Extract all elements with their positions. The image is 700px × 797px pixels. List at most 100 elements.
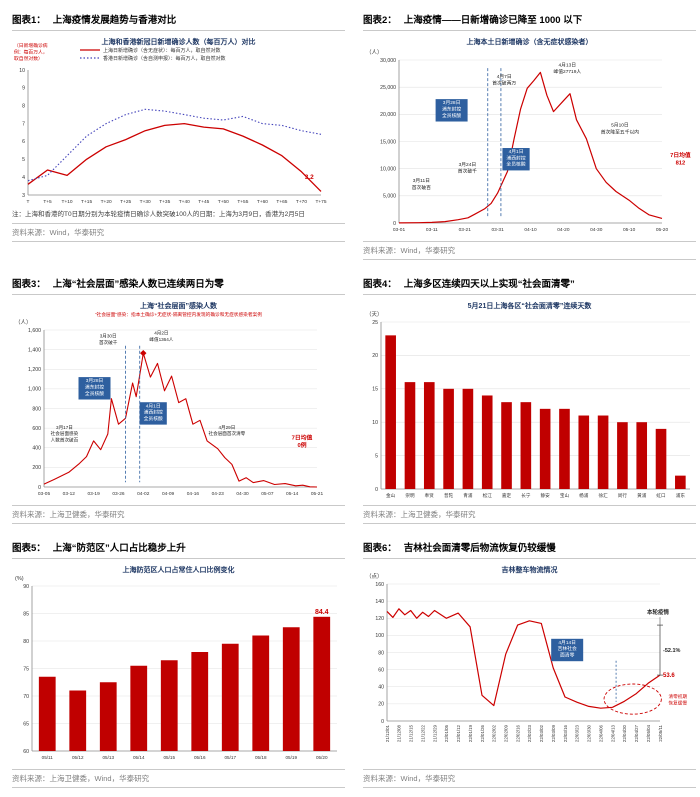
svg-text:75: 75 <box>23 666 29 672</box>
svg-text:T+25: T+25 <box>120 199 131 205</box>
svg-text:4月2日: 4月2日 <box>154 331 168 337</box>
svg-text:全员核酸: 全员核酸 <box>442 112 461 119</box>
figure6-label: 图表6： <box>363 543 397 554</box>
svg-text:812: 812 <box>676 161 686 167</box>
svg-text:3月11日: 3月11日 <box>413 178 430 184</box>
svg-text:03-11: 03-11 <box>426 227 438 233</box>
svg-text:03-12: 03-12 <box>63 491 76 497</box>
svg-text:例：每百万人，: 例：每百万人， <box>14 48 48 55</box>
svg-text:05-10: 05-10 <box>623 227 636 233</box>
svg-text:10: 10 <box>372 420 378 426</box>
svg-text:0: 0 <box>381 719 384 725</box>
figure3-chart-area: 上海“社会层面”感染人数 “社会层面”感染：指本土确诊+无症状-隔离管控内发现的确… <box>12 295 345 503</box>
figure3-label: 图表3： <box>12 279 46 290</box>
svg-text:800: 800 <box>32 406 41 412</box>
svg-text:宝山: 宝山 <box>560 492 570 499</box>
figure1-header: 图表1： 上海疫情发展趋势与香港对比 <box>12 10 345 31</box>
svg-text:杨浦: 杨浦 <box>579 492 589 499</box>
figure2-header: 图表2： 上海疫情——日新增确诊已降至 1000 以下 <box>363 10 696 31</box>
svg-text:上海“社会层面”感染人数: 上海“社会层面”感染人数 <box>140 301 218 310</box>
svg-text:30,000: 30,000 <box>380 58 396 64</box>
figure-panel-6: 图表6： 吉林社会面清零后物流恢复仍较缓慢 吉林整车物流情况 （点） 0 20 40 60… <box>363 538 696 788</box>
svg-text:嘉定: 嘉定 <box>502 492 512 499</box>
svg-text:40: 40 <box>378 685 384 691</box>
svg-text:05/12: 05/12 <box>72 755 84 760</box>
svg-text:4月14日: 4月14日 <box>558 640 576 646</box>
bar-chart-districts-zero-days: 5月21日上海各区“社会面清零”连续天数 （天） 0 5 10 15 20 25 金山 崇明 奉贤 普… <box>366 301 690 499</box>
svg-text:金山: 金山 <box>386 492 396 499</box>
svg-text:3.2: 3.2 <box>305 174 314 181</box>
svg-text:21/12/01: 21/12/01 <box>385 724 390 742</box>
svg-text:奉贤: 奉贤 <box>425 492 435 499</box>
svg-text:60: 60 <box>23 749 29 755</box>
svg-text:05-07: 05-07 <box>261 491 274 497</box>
svg-text:21/12/15: 21/12/15 <box>409 724 414 742</box>
svg-text:21/12/22: 21/12/22 <box>420 724 425 742</box>
figure5-source: 资料来源：上海卫健委，Wind，华泰研究 <box>12 769 345 788</box>
svg-text:恢复缓慢: 恢复缓慢 <box>669 700 688 707</box>
svg-text:吉林社会: 吉林社会 <box>558 645 577 652</box>
line-chart-shanghai-daily-cases: 上海本土日新增确诊（含无症状感染者） （人） 0 5,000 10,000 15,000 2… <box>366 37 691 233</box>
svg-text:25,000: 25,000 <box>380 85 396 91</box>
line-chart-shanghai-vs-hongkong: 上海和香港新冠日新增确诊人数（每百万人）对比 3 4 5 6 7 8 9 10 T T+5 T+10 T… <box>14 37 327 205</box>
svg-text:首次破两万: 首次破两万 <box>492 79 516 86</box>
svg-text:人数首次破百: 人数首次破百 <box>51 437 79 444</box>
figure1-chart-area: 上海和香港新冠日新增确诊人数（每百万人）对比 3 4 5 6 7 8 9 10 T T+5 T+10 T… <box>12 31 345 209</box>
svg-text:首次破千: 首次破千 <box>99 339 118 346</box>
svg-text:6: 6 <box>22 139 25 145</box>
svg-text:T+20: T+20 <box>101 199 112 205</box>
svg-text:浦东封控: 浦东封控 <box>85 384 104 391</box>
figure-panel-1: 图表1： 上海疫情发展趋势与香港对比 上海和香港新冠日新增确诊人数（每百万人）对… <box>12 10 345 260</box>
svg-text:香港日新增确诊（含自测申报）：每百万人，取自然对数: 香港日新增确诊（含自测申报）：每百万人，取自然对数 <box>103 55 226 62</box>
figure4-label: 图表4： <box>363 279 397 290</box>
svg-text:5: 5 <box>22 157 25 163</box>
svg-text:04-09: 04-09 <box>162 491 175 497</box>
svg-text:04-02: 04-02 <box>137 491 150 497</box>
svg-text:140: 140 <box>375 599 384 605</box>
svg-text:（人）: （人） <box>15 319 32 326</box>
svg-text:05/17: 05/17 <box>225 755 237 760</box>
svg-text:05/16: 05/16 <box>194 755 206 760</box>
svg-text:600: 600 <box>32 426 41 432</box>
figures-grid: 图表1： 上海疫情发展趋势与香港对比 上海和香港新冠日新增确诊人数（每百万人）对… <box>12 10 696 788</box>
svg-text:7日均值: 7日均值 <box>292 433 313 441</box>
svg-text:22/03/09: 22/03/09 <box>551 724 556 742</box>
svg-text:上海日新增确诊（含无症状）：每百万人，取自然对数: 上海日新增确诊（含无症状）：每百万人，取自然对数 <box>103 47 221 54</box>
svg-text:5月10日: 5月10日 <box>611 123 629 129</box>
svg-text:04-23: 04-23 <box>212 491 225 497</box>
line-chart-jilin-logistics: 吉林整车物流情况 （点） 0 20 40 60 80 100 120 140 160 21/12/01… <box>366 565 688 742</box>
svg-text:面清零: 面清零 <box>560 652 575 659</box>
svg-text:长宁: 长宁 <box>521 492 531 499</box>
svg-text:上海本土日新增确诊（含无症状感染者）: 上海本土日新增确诊（含无症状感染者） <box>467 37 593 46</box>
svg-text:22/01/12: 22/01/12 <box>456 724 461 742</box>
figure3-title: 上海“社会层面”感染人数已连续两日为零 <box>52 279 224 290</box>
svg-text:400: 400 <box>32 446 41 452</box>
figure2-title: 上海疫情——日新增确诊已降至 1000 以下 <box>403 15 583 26</box>
svg-text:(%): (%) <box>15 576 24 582</box>
figure1-source: 资料来源：Wind，华泰研究 <box>12 223 345 243</box>
svg-text:T+40: T+40 <box>179 199 190 205</box>
svg-text:浦西封控: 浦西封控 <box>144 409 163 416</box>
svg-text:5,000: 5,000 <box>383 194 396 200</box>
figure1-label: 图表1： <box>12 15 46 26</box>
svg-text:04-30: 04-30 <box>236 491 249 497</box>
svg-text:（日新增确诊病: （日新增确诊病 <box>14 42 48 49</box>
svg-text:21/12/29: 21/12/29 <box>432 724 437 742</box>
svg-text:120: 120 <box>375 616 384 622</box>
svg-text:90: 90 <box>23 584 29 590</box>
svg-text:全员核酸: 全员核酸 <box>144 415 163 422</box>
figure5-label: 图表5： <box>12 543 46 554</box>
svg-text:T+50: T+50 <box>218 199 229 205</box>
svg-text:全员核酸: 全员核酸 <box>506 161 525 168</box>
svg-text:T+70: T+70 <box>296 199 307 205</box>
svg-text:15: 15 <box>372 387 378 393</box>
figure5-chart-area: 上海防范区人口占常住人口比例变化 (%) 60 65 70 75 80 85 90 05/11 05… <box>12 559 345 767</box>
figure4-title: 上海多区连续四天以上实现“社会面清零” <box>403 279 575 290</box>
svg-text:“社会层面”感染：指本土确诊+无症状-隔离管控内发现的确诊和: “社会层面”感染：指本土确诊+无症状-隔离管控内发现的确诊和无症状感染者案例 <box>95 311 262 318</box>
svg-text:黄浦: 黄浦 <box>637 492 647 499</box>
svg-text:崇明: 崇明 <box>405 493 415 499</box>
figure2-label: 图表2： <box>363 15 397 26</box>
svg-text:22/03/02: 22/03/02 <box>539 724 544 742</box>
svg-text:65: 65 <box>23 721 29 727</box>
svg-text:清零初期: 清零初期 <box>669 693 688 700</box>
